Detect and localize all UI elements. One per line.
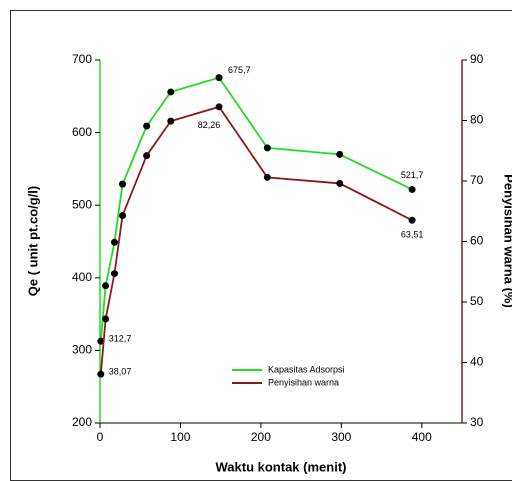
y2-tick-label: 70 xyxy=(470,173,484,187)
data-label: 82,26 xyxy=(198,120,221,130)
data-point xyxy=(263,173,271,181)
data-label: 38,07 xyxy=(109,367,132,377)
data-point xyxy=(143,122,151,130)
data-label: 521,7 xyxy=(401,170,424,180)
y2-tick-label: 90 xyxy=(470,52,484,66)
data-point xyxy=(408,216,416,224)
x-tick-label: 0 xyxy=(97,430,104,444)
y-tick-label: 600 xyxy=(72,125,92,139)
x-tick-label: 200 xyxy=(251,430,271,444)
data-point xyxy=(102,282,110,290)
legend-label: Kapasitas Adsorpsi xyxy=(268,364,345,374)
frame xyxy=(10,10,512,481)
y-tick-label: 500 xyxy=(72,197,92,211)
x-tick-label: 100 xyxy=(170,430,190,444)
y-tick-label: 300 xyxy=(72,343,92,357)
data-point xyxy=(119,211,127,219)
y2-tick-label: 40 xyxy=(470,355,484,369)
y2-tick-label: 50 xyxy=(470,294,484,308)
y2-tick-label: 30 xyxy=(470,415,484,429)
x-tick-label: 400 xyxy=(412,430,432,444)
data-point xyxy=(167,88,175,96)
data-point xyxy=(97,370,105,378)
y-tick-label: 200 xyxy=(72,415,92,429)
data-point xyxy=(110,238,118,246)
data-point xyxy=(336,179,344,187)
y-tick-label: 400 xyxy=(72,270,92,284)
data-point xyxy=(408,185,416,193)
y2-tick-label: 60 xyxy=(470,234,484,248)
data-point xyxy=(215,74,223,82)
x-tick-label: 300 xyxy=(331,430,351,444)
data-point xyxy=(336,150,344,158)
y-axis-label: Qe ( unit pt.co/g/l) xyxy=(25,186,40,297)
data-point xyxy=(97,337,105,345)
data-label: 675,7 xyxy=(228,65,251,75)
data-label: 63,51 xyxy=(401,230,424,240)
x-axis-label: Waktu kontak (menit) xyxy=(216,459,347,474)
data-label: 312,7 xyxy=(109,334,132,344)
data-point xyxy=(215,103,223,111)
data-point xyxy=(143,152,151,160)
data-point xyxy=(119,180,127,188)
data-point xyxy=(102,315,110,323)
data-point xyxy=(263,144,271,152)
series-line xyxy=(99,76,413,342)
y2-axis-label: Penyisihan warna (%) xyxy=(502,174,512,308)
legend-label: Penyisihan warna xyxy=(268,377,339,387)
y-tick-label: 700 xyxy=(72,52,92,66)
data-point xyxy=(167,117,175,125)
data-point xyxy=(110,270,118,278)
y2-tick-label: 80 xyxy=(470,113,484,127)
series-line xyxy=(99,105,413,375)
